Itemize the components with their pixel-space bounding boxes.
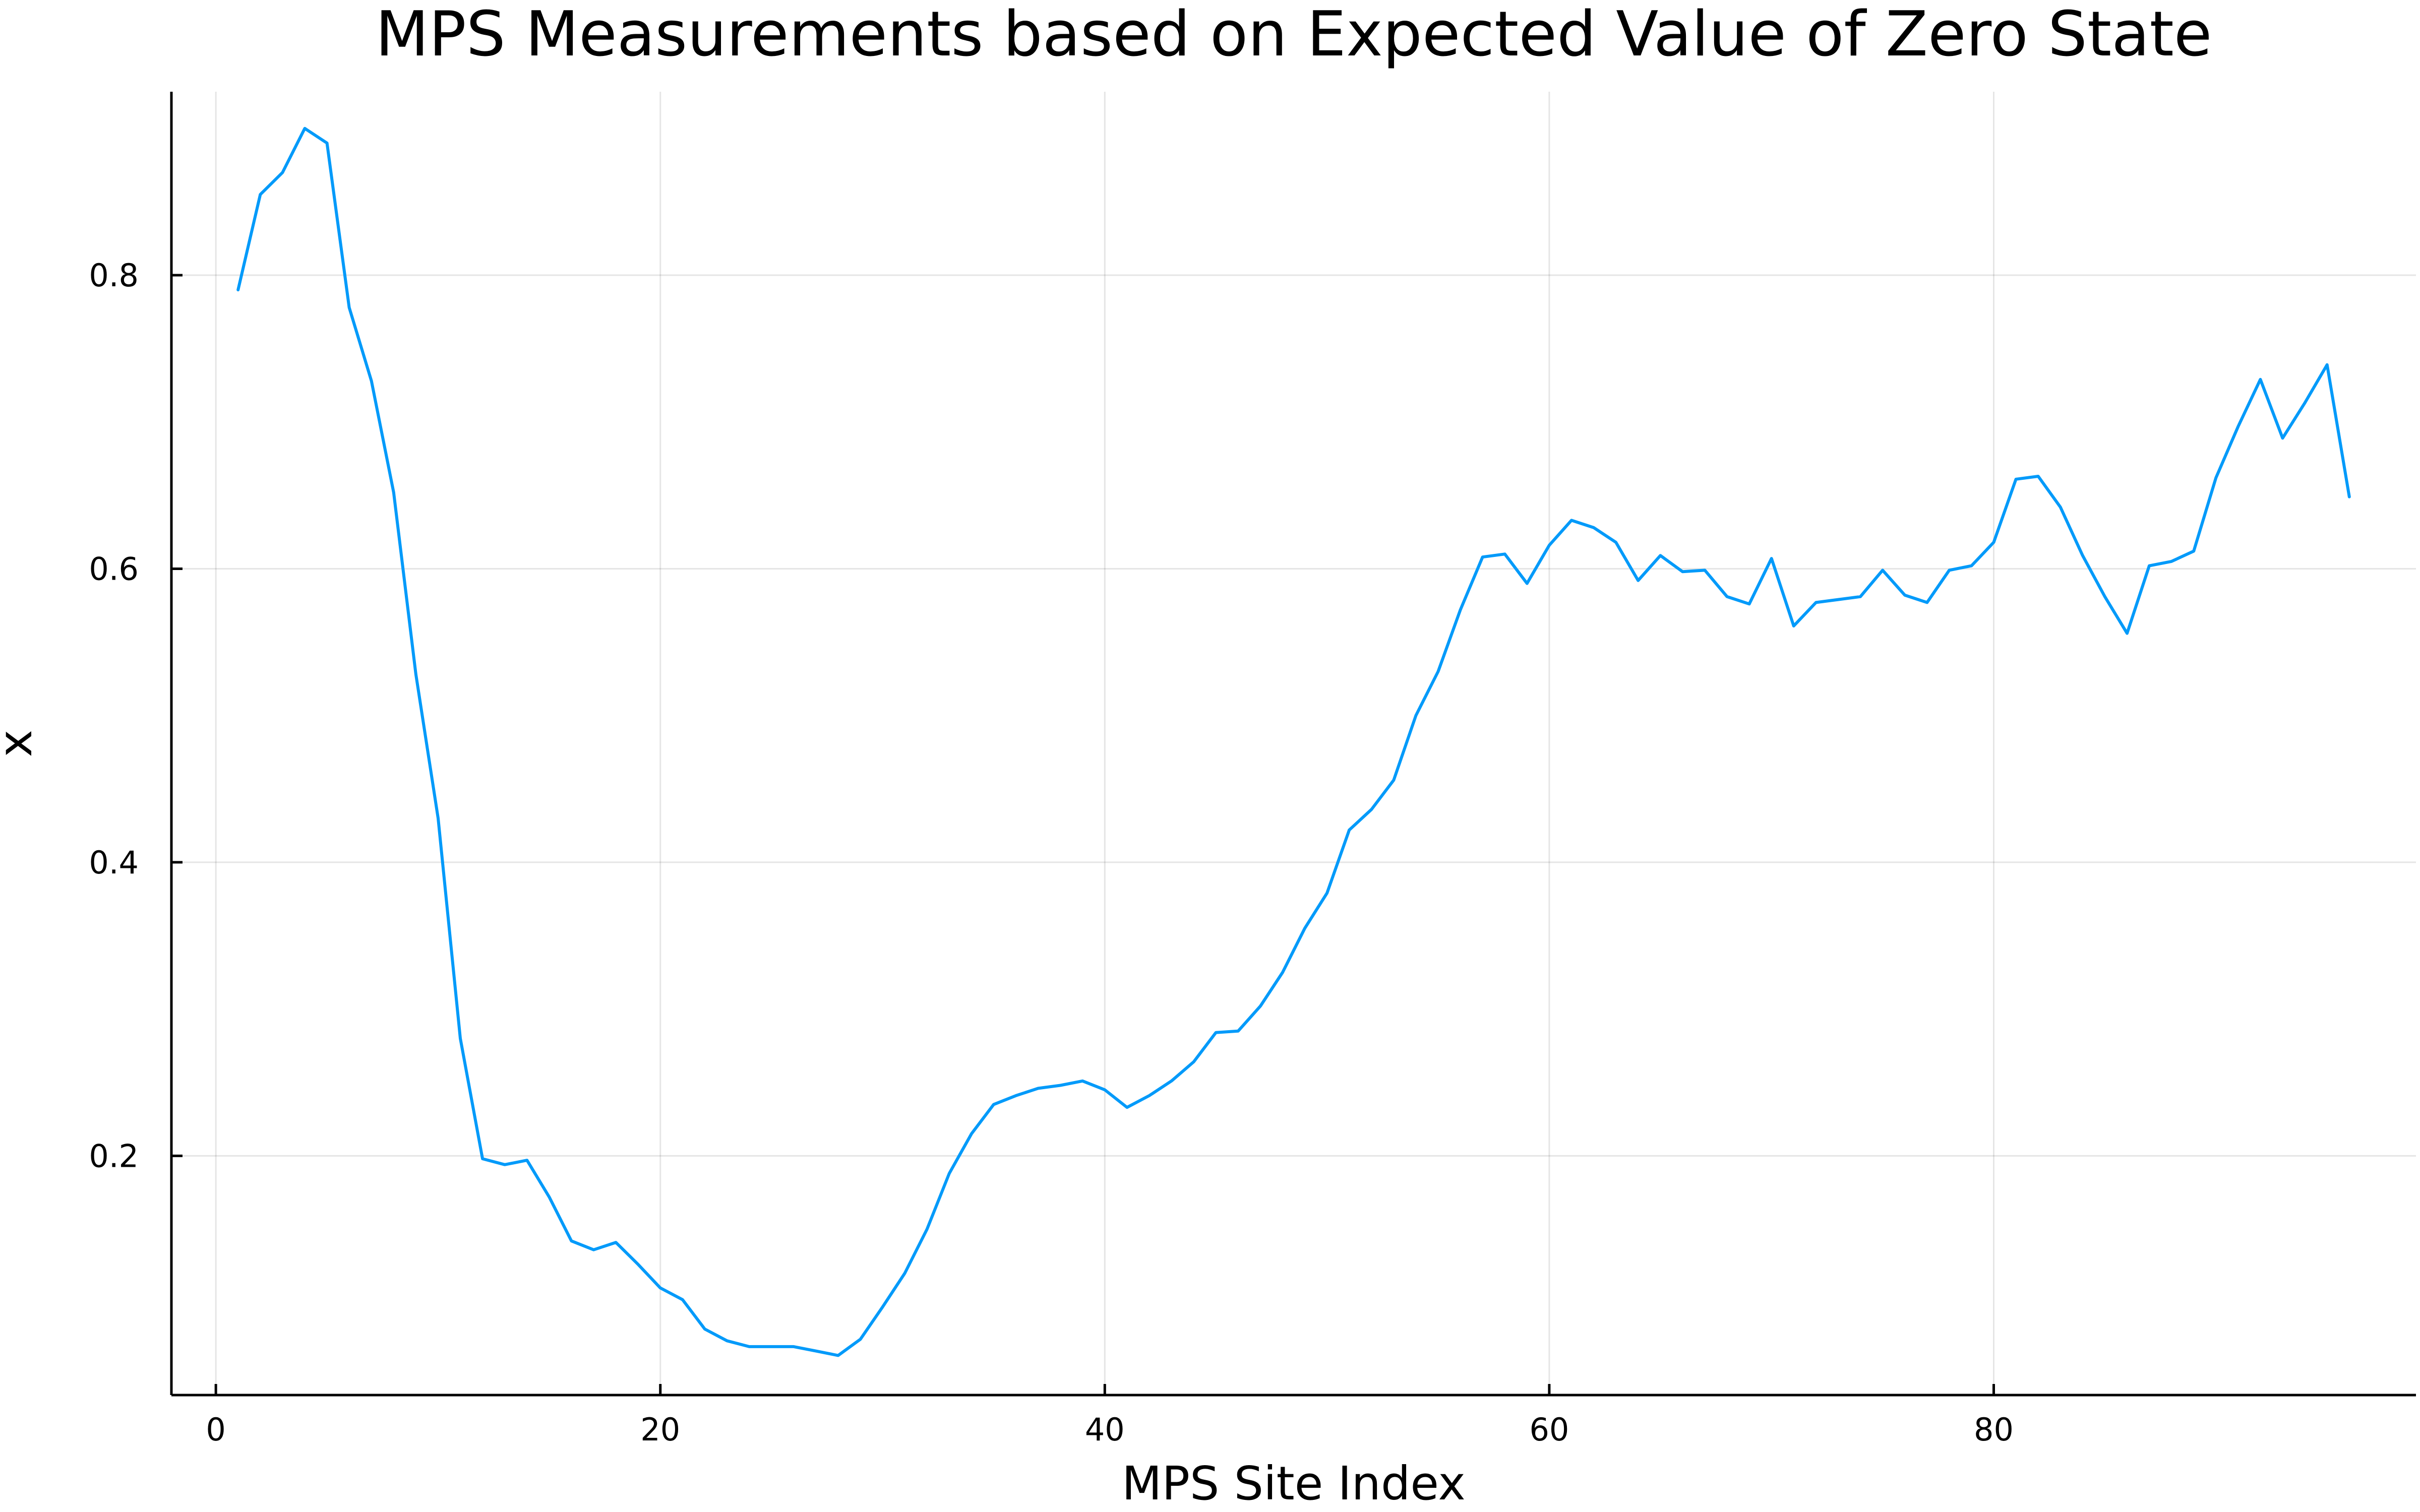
x-tick-label: 20 xyxy=(640,1411,680,1448)
x-ticks: 0 20 40 60 80 xyxy=(206,1384,2014,1448)
series-layer xyxy=(236,127,2351,1357)
axes xyxy=(170,92,2416,1397)
y-axis-label: x xyxy=(0,730,42,757)
y-tick-label: 0.4 xyxy=(89,844,139,881)
series-line xyxy=(236,127,2351,1357)
y-ticks: 0.2 0.4 0.6 0.8 xyxy=(89,257,183,1174)
y-tick-label: 0.6 xyxy=(89,550,139,587)
chart-title: MPS Measurements based on Expected Value… xyxy=(376,0,2212,71)
x-tick-label: 60 xyxy=(1529,1411,1569,1448)
y-tick-label: 0.2 xyxy=(89,1138,139,1174)
y-tick-label: 0.8 xyxy=(89,257,139,294)
x-tick-label: 40 xyxy=(1085,1411,1125,1448)
grid xyxy=(171,92,2416,1395)
x-tick-label: 80 xyxy=(1974,1411,2014,1448)
x-tick-label: 0 xyxy=(206,1411,225,1448)
plot-background xyxy=(171,92,2416,1395)
x-axis-label: MPS Site Index xyxy=(1122,1457,1466,1510)
